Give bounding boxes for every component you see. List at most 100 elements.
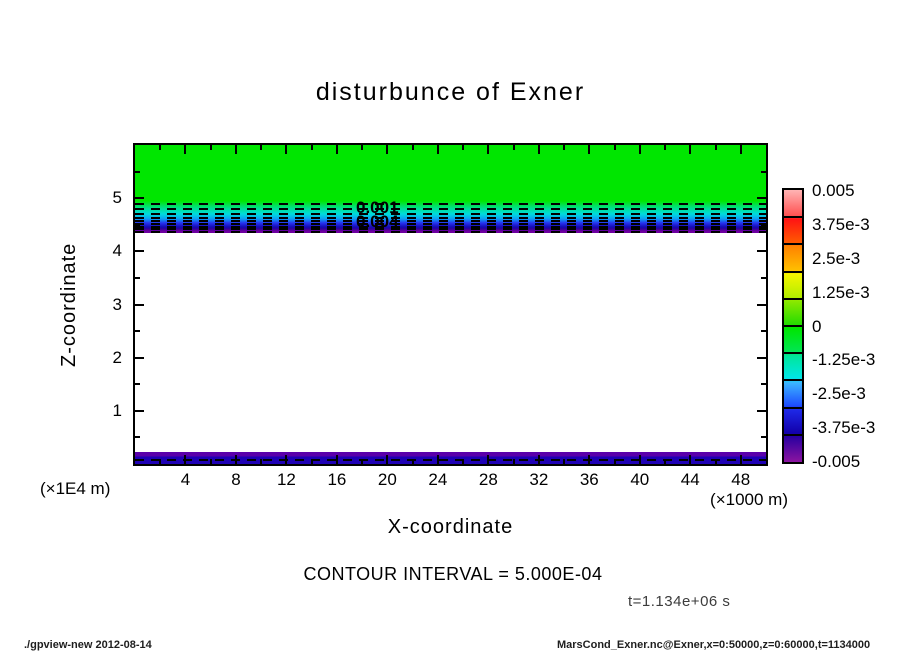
colorbar-separator <box>784 433 802 436</box>
colorbar-label: -2.5e-3 <box>812 384 866 404</box>
y-axis-tick <box>135 383 140 386</box>
y-axis-tick <box>135 436 140 439</box>
x-tick-label: 16 <box>327 470 347 489</box>
x-axis-tick <box>335 145 338 154</box>
x-axis-tick <box>260 145 263 150</box>
x-axis-tick <box>209 145 212 150</box>
y-axis-tick <box>757 303 766 306</box>
x-axis-tick <box>613 145 616 150</box>
y-tick-label: 1 <box>112 400 122 420</box>
x-axis-tick <box>310 459 313 464</box>
x-tick-label: 4 <box>180 470 191 489</box>
colorbar-label: 0.005 <box>812 181 855 200</box>
x-tick-label: 8 <box>231 470 241 489</box>
x-axis-tick <box>411 145 414 150</box>
x-tick-label: 32 <box>529 470 549 489</box>
time-annotation: t=1.134e+06 s <box>628 593 731 610</box>
footer-data-source: MarsCond_Exner.nc@Exner,x=0:50000,z=0:60… <box>557 639 871 651</box>
colorbar-label: 0 <box>812 316 822 336</box>
y-axis-tick <box>135 276 140 279</box>
colorbar-separator <box>784 352 802 355</box>
contour-line <box>135 203 766 205</box>
y-axis-tick <box>757 197 766 200</box>
x-axis-tick <box>638 145 641 154</box>
y-axis-tick <box>135 197 144 200</box>
footer-command-date: ./gpview-new 2012-08-14 <box>24 639 152 651</box>
x-tick-label: 44 <box>680 470 700 489</box>
contour-interval-note: CONTOUR INTERVAL = 5.000E-04 <box>303 564 603 584</box>
contour-line <box>135 230 766 233</box>
x-axis-tick <box>159 145 162 150</box>
x-axis-tick <box>184 145 187 154</box>
y-tick-label: 4 <box>112 241 122 261</box>
x-axis-tick <box>386 145 389 154</box>
x-axis-tick <box>563 145 566 150</box>
x-axis-tick <box>436 145 439 154</box>
x-axis-tick <box>285 145 288 154</box>
colorbar-label: -3.75e-3 <box>812 418 876 438</box>
x-axis-tick <box>512 145 515 150</box>
x-axis-tick <box>588 145 591 154</box>
x-axis-tick <box>714 459 717 464</box>
x-tick-label: 40 <box>630 470 650 489</box>
contour-label: 0.004 <box>356 212 399 231</box>
x-tick-label: 12 <box>276 470 296 489</box>
colorbar-separator <box>784 243 802 246</box>
x-axis-tick <box>563 459 566 464</box>
y-axis-tick <box>135 303 144 306</box>
contour-line <box>135 223 766 225</box>
x-tick-label: 28 <box>478 470 498 489</box>
contour-line <box>135 459 766 461</box>
y-axis-tick <box>135 250 144 253</box>
plot-area: 0.001 0.004 <box>133 143 768 466</box>
colorbar-label: 3.75e-3 <box>812 214 870 234</box>
x-axis-tick <box>462 459 465 464</box>
colorbar-label: -0.005 <box>812 452 861 471</box>
y-axis-unit: (×1E4 m) <box>40 479 111 498</box>
contour-line <box>135 225 766 228</box>
contour-label: 0.001 <box>356 198 399 217</box>
colorbar-separator <box>784 406 802 409</box>
contour-line <box>135 228 766 230</box>
x-axis-tick <box>159 459 162 464</box>
x-axis-tick <box>361 145 364 150</box>
colorbar-separator <box>784 270 802 273</box>
x-axis-tick <box>537 145 540 154</box>
surface-tone-band <box>135 452 766 464</box>
x-axis-tick <box>310 145 313 150</box>
y-axis-label: Z-coordinate <box>58 242 80 367</box>
y-axis-tick <box>761 170 766 173</box>
colorbar-separator <box>784 379 802 382</box>
y-tick-label: 2 <box>112 347 122 367</box>
x-axis-tick <box>714 145 717 150</box>
x-tick-label: 24 <box>428 470 448 489</box>
y-axis-tick <box>761 276 766 279</box>
x-axis-tick <box>613 459 616 464</box>
y-axis-tick <box>135 409 144 412</box>
x-axis-tick <box>664 459 667 464</box>
y-axis-tick <box>761 436 766 439</box>
x-tick-label: 20 <box>377 470 397 489</box>
y-axis-tick <box>135 356 144 359</box>
x-axis-tick <box>260 459 263 464</box>
colorbar-separator <box>784 325 802 327</box>
contour-line <box>135 216 766 219</box>
x-axis-tick <box>234 145 237 154</box>
contour-line <box>135 212 766 215</box>
x-axis-tick <box>739 145 742 154</box>
contour-line <box>135 208 766 210</box>
colorbar-separator <box>784 216 802 219</box>
colorbar-label: -1.25e-3 <box>812 350 876 370</box>
colorbar <box>782 188 804 464</box>
y-axis-tick <box>757 250 766 253</box>
x-axis-tick <box>664 145 667 150</box>
y-axis-tick <box>135 170 140 173</box>
x-axis-tick <box>512 459 515 464</box>
x-axis-tick <box>361 459 364 464</box>
colorbar-label: 2.5e-3 <box>812 248 861 268</box>
x-axis-tick <box>487 145 490 154</box>
contour-line <box>135 220 766 222</box>
x-axis-label: X-coordinate <box>387 516 514 538</box>
y-axis-tick <box>761 383 766 386</box>
x-axis-tick <box>689 145 692 154</box>
